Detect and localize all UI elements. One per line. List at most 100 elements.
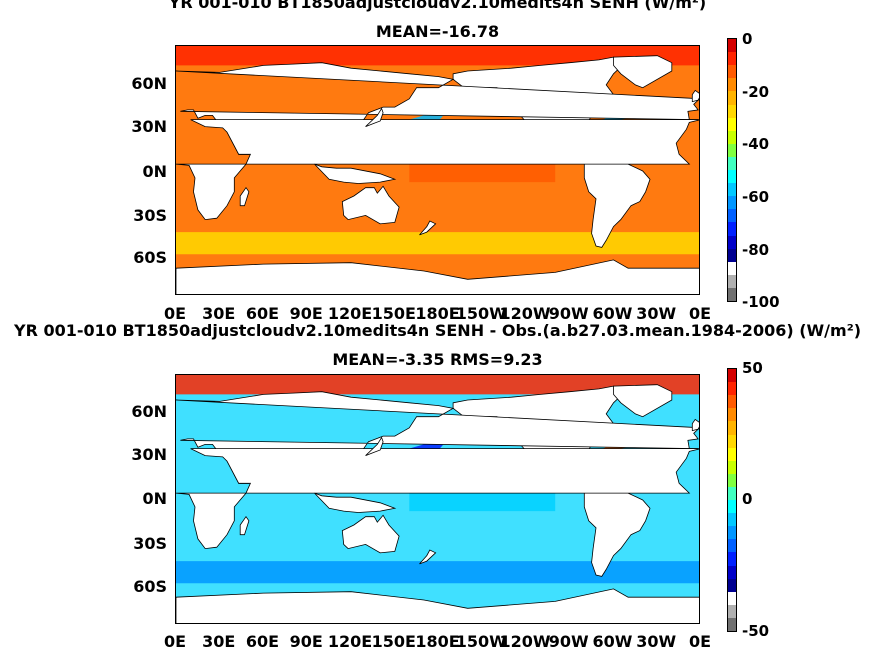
colorbar-swatch	[728, 552, 736, 566]
colorbar-swatch	[728, 248, 736, 263]
lon-label: 180E	[415, 632, 460, 651]
lon-label: 60E	[245, 304, 280, 323]
panel-2-lon-labels: 0E 30E 60E 90E 120E 150E 180E 150W 120W 90W 60W 30W…	[163, 632, 725, 652]
lat-label: 0N	[142, 489, 167, 508]
colorbar-swatch	[728, 382, 736, 396]
lon-label: 150E	[371, 632, 416, 651]
lon-label: 90E	[289, 304, 323, 323]
land-nz	[419, 549, 437, 565]
land-uk	[691, 89, 699, 103]
colorbar-tick: 0	[742, 30, 753, 48]
lon-label: 30E	[202, 304, 236, 323]
lat-label: 60N	[131, 402, 167, 421]
field-region-tropics	[409, 488, 556, 512]
colorbar-swatch	[728, 565, 736, 580]
lon-label: 30W	[636, 304, 677, 323]
panel-2-title: YR 001-010 BT1850adjustcloudv2.10medits4…	[13, 321, 862, 340]
panel-2-map	[175, 374, 700, 624]
lon-label: 150E	[371, 304, 416, 323]
land-antarctica	[176, 259, 699, 294]
lat-label: 0N	[142, 162, 167, 181]
colorbar-swatch	[728, 91, 736, 105]
lon-label: 180E	[415, 304, 460, 323]
lon-label: 90E	[289, 632, 323, 651]
land-greenland	[613, 55, 673, 89]
lon-label: 150W	[455, 632, 507, 651]
lon-label: 30W	[636, 632, 677, 651]
colorbar-swatch	[728, 604, 736, 619]
field-region-southern-ocean	[176, 561, 699, 584]
panel-1-mean: MEAN=-16.78	[375, 22, 500, 41]
lon-label: 60W	[592, 632, 633, 651]
lon-label: 60W	[592, 304, 633, 323]
panel-2-mean: MEAN=-3.35 RMS=9.23	[332, 350, 543, 369]
colorbar-swatch	[728, 591, 736, 606]
lat-label: 60S	[133, 248, 167, 267]
colorbar-swatch	[728, 78, 736, 92]
lon-label: 30E	[202, 632, 236, 651]
land-uk	[691, 418, 699, 432]
colorbar-tick: -80	[742, 241, 770, 259]
lat-label: 30N	[131, 117, 167, 136]
lon-label: 0E	[688, 632, 712, 651]
colorbar-swatch	[728, 578, 736, 593]
lon-label: 0E	[163, 632, 187, 651]
map-canvas	[176, 46, 699, 294]
field-region-arctic	[176, 46, 699, 66]
land-japan	[365, 436, 384, 456]
colorbar-swatch	[728, 395, 736, 409]
land-indonesia	[314, 163, 397, 184]
lon-label: 60E	[245, 632, 280, 651]
lat-label: 60S	[133, 577, 167, 596]
colorbar-swatch	[728, 156, 736, 171]
land-greenland	[613, 384, 673, 418]
colorbar-tick: 0	[742, 490, 753, 508]
lat-label: 30N	[131, 445, 167, 464]
lon-label: 120W	[499, 632, 551, 651]
land-antarctica	[176, 588, 699, 623]
lon-label: 0E	[163, 304, 187, 323]
field-region-southern-ocean	[176, 232, 699, 255]
colorbar-swatch	[728, 170, 736, 184]
panel-1-colorbar	[727, 38, 737, 302]
colorbar-swatch	[728, 617, 736, 632]
lon-label: 120W	[499, 304, 551, 323]
land-nz	[419, 220, 437, 236]
colorbar-swatch	[728, 500, 736, 514]
colorbar-swatch	[728, 222, 736, 236]
colorbar-swatch	[728, 447, 736, 462]
colorbar-tick: -50	[742, 622, 770, 640]
lat-label: 30S	[133, 206, 167, 225]
colorbar-swatch	[728, 526, 736, 540]
lat-label: 60N	[131, 74, 167, 93]
land-australia	[341, 514, 400, 554]
land-africa	[176, 119, 699, 221]
colorbar-swatch	[728, 104, 736, 119]
land-africa	[176, 448, 699, 550]
lon-label: 150W	[455, 304, 507, 323]
field-region-tropics	[409, 159, 556, 183]
land-australia	[341, 185, 400, 225]
colorbar-swatch	[728, 421, 736, 435]
colorbar-swatch	[728, 183, 736, 197]
colorbar-swatch	[728, 434, 736, 449]
lon-label: 120E	[327, 304, 373, 323]
colorbar-swatch	[728, 39, 736, 53]
lon-label: 90W	[548, 304, 589, 323]
colorbar-swatch	[728, 513, 736, 527]
colorbar-swatch	[728, 130, 736, 145]
colorbar-swatch	[728, 196, 736, 210]
colorbar-swatch	[728, 261, 736, 276]
lon-label: 90W	[548, 632, 589, 651]
field-region-arctic	[176, 375, 699, 395]
colorbar-tick: 50	[742, 359, 763, 377]
colorbar-swatch	[728, 274, 736, 289]
colorbar-swatch	[728, 65, 736, 79]
lon-label: 0E	[688, 304, 712, 323]
land-south-america	[583, 482, 651, 577]
land-madagascar	[239, 516, 250, 536]
colorbar-swatch	[728, 539, 736, 553]
panel-1-lon-labels: 0E 30E 60E 90E 120E 150E 180E 150W 120W 90W 60W 30W…	[163, 304, 725, 324]
colorbar-swatch	[728, 369, 736, 383]
colorbar-swatch	[728, 143, 736, 158]
